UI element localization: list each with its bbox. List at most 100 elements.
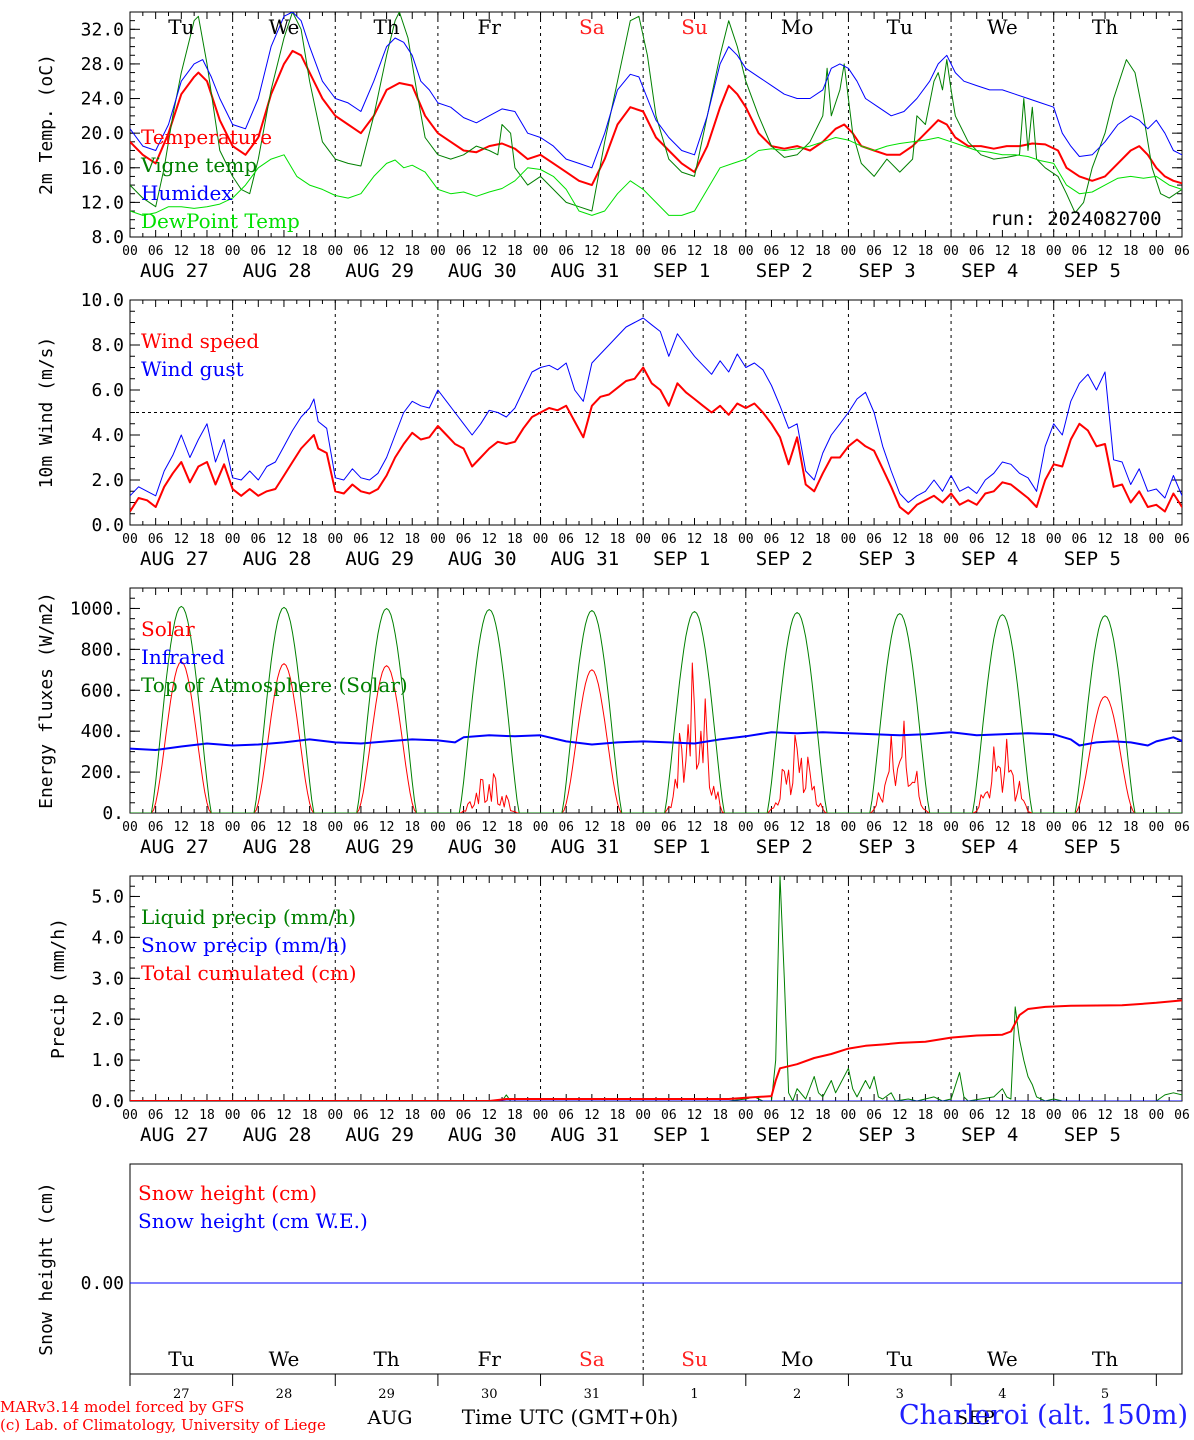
y-tick-label: 400.: [81, 721, 124, 742]
hour-tick-label: 18: [1123, 532, 1139, 547]
bottom-day-number: 4: [998, 1387, 1006, 1402]
hour-tick-label: 06: [1072, 244, 1088, 259]
y-tick-label: 4.0: [91, 425, 124, 446]
hour-tick-label: 06: [969, 532, 985, 547]
series-line-2: [130, 999, 1182, 1101]
y-tick-label: 10.0: [81, 290, 124, 311]
hour-tick-label: 00: [841, 532, 857, 547]
hour-tick-label: 06: [148, 820, 164, 835]
hour-tick-label: 12: [481, 532, 497, 547]
hour-tick-label: 06: [866, 244, 882, 259]
hour-tick-label: 18: [610, 532, 626, 547]
hour-tick-label: 00: [327, 820, 343, 835]
hour-tick-label: 12: [789, 532, 805, 547]
hour-tick-label: 12: [584, 820, 600, 835]
weekday-label-bottom: Tu: [168, 1347, 194, 1371]
series-line-0: [130, 49, 1182, 187]
y-tick-label: 20.0: [81, 123, 124, 144]
hour-tick-label: 18: [507, 820, 523, 835]
series-line-2: [130, 605, 1182, 813]
y-tick-label: 8.0: [91, 227, 124, 248]
hour-tick-label: 12: [481, 820, 497, 835]
panel-frame: [129, 1163, 1183, 1375]
hour-tick-label: 18: [507, 244, 523, 259]
series-group: [130, 12, 1182, 216]
hour-tick-label: 06: [456, 244, 472, 259]
hour-tick-label: 18: [199, 244, 215, 259]
y-tick-label: 4.0: [91, 927, 124, 948]
hour-tick-label: 12: [379, 820, 395, 835]
hour-tick-label: 12: [892, 820, 908, 835]
y-tick-label: 32.0: [81, 19, 124, 40]
hour-tick-label: 06: [353, 244, 369, 259]
weekday-label-top: Tu: [887, 15, 913, 39]
y-tick-label: 800.: [81, 639, 124, 660]
hour-tick-label: 18: [610, 1108, 626, 1123]
panel-4: 00 06 12 18 00 06 12 18 00 06 12 18 00 06 12 18 00 06 12 18…: [48, 875, 1190, 1146]
y-tick-label: 0.00: [81, 1273, 124, 1294]
legend-entry: Temperature: [141, 125, 272, 149]
month-label: SEP: [955, 1407, 995, 1429]
bottom-day-number: 27: [173, 1387, 190, 1402]
hour-tick-label: 00: [1149, 820, 1165, 835]
hour-tick-label: 06: [1174, 244, 1190, 259]
hour-tick-label: 00: [327, 244, 343, 259]
hour-tick-label: 18: [404, 820, 420, 835]
y-tick-label: 1.0: [91, 1050, 124, 1071]
series-line-3: [130, 137, 1182, 216]
hour-tick-label: 06: [969, 244, 985, 259]
hour-tick-label: 00: [738, 244, 754, 259]
hour-tick-label: 18: [302, 244, 318, 259]
y-tick-label: 2.0: [91, 470, 124, 491]
hour-tick-label: 06: [250, 820, 266, 835]
y-axis-label: Snow height (cm): [36, 1182, 57, 1355]
panel-3: 00 06 12 18 00 06 12 18 00 06 12 18 00 06 12 18 00 06 12 18…: [36, 587, 1190, 858]
run-label: run: 2024082700: [990, 208, 1162, 230]
date-label: AUG 30: [448, 260, 517, 282]
date-label: AUG 28: [243, 1124, 312, 1146]
date-label: SEP 3: [858, 260, 915, 282]
hour-tick-label: 00: [430, 244, 446, 259]
hour-tick-label: 06: [1072, 532, 1088, 547]
date-label: SEP 5: [1064, 548, 1121, 570]
legend-entry: Humidex: [141, 181, 233, 205]
y-tick-label: 24.0: [81, 89, 124, 110]
series-line-0: [130, 366, 1182, 515]
panel-frame: [129, 11, 1183, 238]
hour-tick-label: 06: [661, 244, 677, 259]
series-group: [130, 605, 1182, 813]
hour-tick-label: 06: [353, 820, 369, 835]
date-label: AUG 27: [140, 548, 209, 570]
date-label: SEP 2: [756, 260, 813, 282]
date-label: AUG 30: [448, 548, 517, 570]
month-label: AUG: [367, 1407, 413, 1429]
hour-tick-label: 00: [225, 532, 241, 547]
hour-tick-label: 12: [276, 820, 292, 835]
date-label: SEP 3: [858, 836, 915, 858]
y-tick-label: 0.0: [91, 515, 124, 536]
hour-tick-label: 12: [995, 820, 1011, 835]
hour-tick-label: 18: [507, 532, 523, 547]
weekday-label-bottom: We: [987, 1347, 1018, 1371]
panel-1: 00 06 12 18 00 06 12 18 00 06 12 18 00 06 12 18 00 06 12 18…: [36, 11, 1190, 282]
bottom-day-number: 30: [481, 1387, 498, 1402]
weekday-label-top: Sa: [579, 15, 605, 39]
bottom-day-number: 3: [896, 1387, 904, 1402]
hour-tick-label: 00: [122, 1108, 138, 1123]
hour-tick-label: 12: [173, 820, 189, 835]
hour-tick-label: 00: [122, 532, 138, 547]
hour-tick-label: 12: [995, 532, 1011, 547]
hour-tick-label: 00: [738, 1108, 754, 1123]
hour-tick-label: 18: [815, 820, 831, 835]
y-tick-label: 600.: [81, 680, 124, 701]
date-label: AUG 30: [448, 1124, 517, 1146]
hour-tick-label: 00: [738, 532, 754, 547]
date-label: SEP 5: [1064, 260, 1121, 282]
legend-entry: Snow height (cm): [138, 1181, 317, 1205]
hour-tick-label: 12: [892, 1108, 908, 1123]
hour-tick-label: 18: [712, 532, 728, 547]
hour-tick-label: 06: [866, 532, 882, 547]
date-label: AUG 27: [140, 1124, 209, 1146]
hour-tick-label: 18: [302, 532, 318, 547]
